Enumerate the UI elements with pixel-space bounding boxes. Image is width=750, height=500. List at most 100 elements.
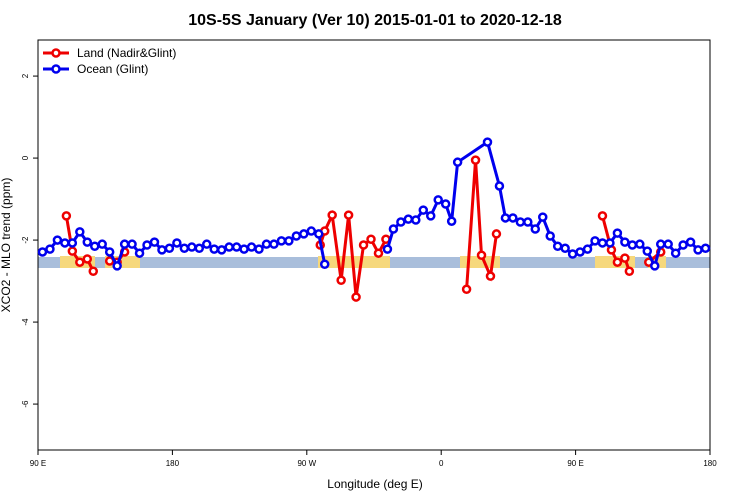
data-point bbox=[82, 254, 93, 264]
data-point bbox=[537, 212, 548, 222]
data-point bbox=[635, 239, 645, 249]
data-point bbox=[319, 259, 330, 270]
data-point bbox=[187, 242, 197, 252]
data-point bbox=[494, 181, 505, 191]
data-point bbox=[470, 155, 481, 165]
data-point bbox=[620, 253, 630, 263]
data-point bbox=[597, 238, 608, 248]
data-point bbox=[299, 229, 309, 239]
data-point bbox=[388, 224, 399, 234]
legend-marker bbox=[51, 48, 61, 58]
data-point bbox=[582, 244, 593, 254]
data-point bbox=[224, 242, 234, 252]
data-point bbox=[523, 217, 533, 227]
map-strip bbox=[38, 256, 710, 268]
data-point bbox=[605, 238, 615, 248]
data-point bbox=[67, 246, 78, 256]
data-point bbox=[246, 242, 257, 252]
data-point bbox=[37, 247, 48, 257]
data-point bbox=[112, 261, 122, 271]
data-point bbox=[461, 284, 472, 295]
data-point bbox=[418, 205, 429, 215]
data-point bbox=[446, 216, 457, 226]
data-point bbox=[75, 257, 85, 267]
data-point bbox=[678, 240, 688, 250]
data-point bbox=[209, 244, 219, 254]
data-point bbox=[482, 137, 493, 147]
x-axis-label: Longitude (deg E) bbox=[327, 477, 422, 491]
data-point bbox=[530, 224, 541, 234]
data-point bbox=[149, 237, 160, 247]
y-axis-label: XCO2 - MLO trend (ppm) bbox=[0, 178, 13, 313]
data-point bbox=[425, 211, 436, 221]
data-point bbox=[179, 243, 190, 254]
data-point bbox=[201, 239, 212, 249]
data-point bbox=[403, 214, 414, 224]
legend: Land (Nadir&Glint) Ocean (Glint) bbox=[43, 46, 176, 76]
data-point bbox=[327, 210, 337, 220]
data-point bbox=[476, 250, 487, 260]
data-point bbox=[642, 246, 653, 256]
data-point bbox=[612, 257, 623, 267]
data-point bbox=[157, 245, 167, 255]
data-point bbox=[491, 229, 502, 239]
x-tick-label: 0 bbox=[439, 459, 444, 468]
data-point bbox=[590, 236, 600, 246]
data-point bbox=[485, 271, 496, 281]
data-point bbox=[142, 240, 152, 250]
plot-frame bbox=[37, 39, 711, 451]
data-point bbox=[61, 211, 72, 221]
data-point bbox=[649, 261, 660, 271]
data-point bbox=[269, 239, 279, 249]
series-line bbox=[64, 160, 662, 298]
data-point bbox=[685, 237, 696, 247]
data-point bbox=[545, 231, 555, 241]
data-point bbox=[382, 244, 393, 254]
legend-label: Ocean (Glint) bbox=[77, 62, 148, 76]
data-point bbox=[291, 231, 302, 241]
data-point bbox=[134, 248, 145, 258]
data-point bbox=[670, 248, 681, 258]
data-point bbox=[52, 235, 63, 245]
y-tick-label: -2 bbox=[21, 236, 30, 244]
data-point bbox=[440, 199, 451, 209]
data-point bbox=[104, 247, 115, 257]
data-point bbox=[45, 244, 55, 254]
data-point bbox=[194, 243, 205, 254]
x-tick-label: 90 W bbox=[297, 459, 316, 468]
data-point bbox=[284, 236, 294, 246]
y-tick-label: 2 bbox=[21, 73, 30, 78]
data-point bbox=[216, 245, 227, 255]
data-point bbox=[663, 239, 673, 249]
data-point bbox=[552, 241, 563, 251]
data-point bbox=[624, 266, 635, 276]
data-point bbox=[231, 242, 242, 252]
data-point bbox=[97, 239, 107, 249]
data-point bbox=[127, 239, 137, 249]
data-point bbox=[313, 229, 324, 239]
x-tick-label: 90 E bbox=[30, 459, 46, 468]
data-point bbox=[306, 226, 317, 236]
data-point bbox=[89, 241, 100, 251]
data-point bbox=[261, 239, 272, 249]
data-point bbox=[172, 238, 182, 248]
data-point bbox=[612, 228, 623, 238]
x-tick-label: 180 bbox=[703, 459, 717, 468]
data-point bbox=[239, 244, 249, 254]
data-point bbox=[693, 245, 703, 255]
data-point bbox=[452, 157, 463, 167]
data-point bbox=[575, 247, 585, 257]
data-point bbox=[373, 248, 384, 258]
data-point bbox=[627, 240, 638, 250]
data-point bbox=[508, 213, 518, 223]
data-point bbox=[700, 243, 711, 254]
data-point bbox=[60, 238, 70, 248]
data-point bbox=[560, 243, 570, 254]
data-point bbox=[67, 238, 78, 248]
data-point bbox=[396, 217, 406, 227]
data-point bbox=[75, 227, 85, 237]
data-point bbox=[567, 249, 578, 259]
data-point bbox=[500, 213, 511, 223]
data-point bbox=[254, 244, 264, 254]
